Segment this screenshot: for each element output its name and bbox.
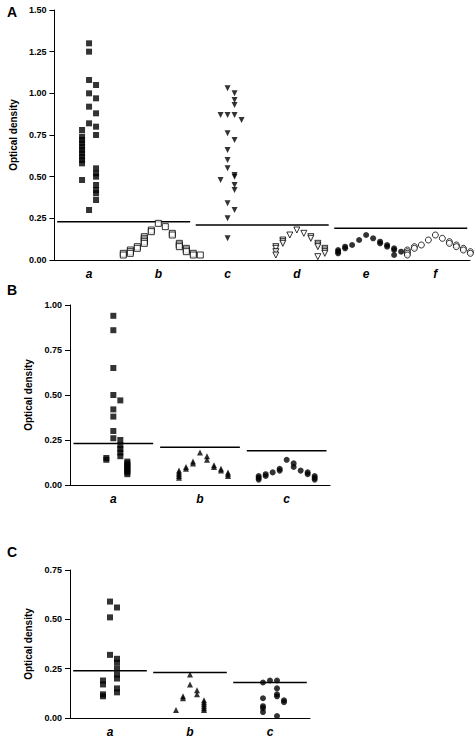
svg-text:C: C xyxy=(7,544,17,560)
svg-text:a: a xyxy=(110,492,117,506)
svg-text:a: a xyxy=(107,725,114,739)
svg-text:0.25: 0.25 xyxy=(44,435,62,445)
svg-text:0.50: 0.50 xyxy=(29,172,47,182)
svg-text:1.50: 1.50 xyxy=(29,5,47,15)
svg-text:1.25: 1.25 xyxy=(29,47,47,57)
svg-text:0.75: 0.75 xyxy=(44,345,62,355)
svg-text:b: b xyxy=(196,492,203,506)
svg-text:c: c xyxy=(224,267,231,281)
svg-text:0.75: 0.75 xyxy=(29,130,47,140)
svg-text:0.00: 0.00 xyxy=(44,480,62,490)
svg-text:Optical density: Optical density xyxy=(8,99,19,171)
svg-text:0.00: 0.00 xyxy=(44,713,62,723)
svg-text:f: f xyxy=(433,267,438,281)
svg-text:a: a xyxy=(86,267,93,281)
svg-text:0.25: 0.25 xyxy=(44,664,62,674)
svg-text:0.50: 0.50 xyxy=(44,614,62,624)
svg-text:c: c xyxy=(267,725,274,739)
svg-text:b: b xyxy=(186,725,193,739)
svg-text:0.25: 0.25 xyxy=(29,213,47,223)
svg-text:0.50: 0.50 xyxy=(44,390,62,400)
svg-text:Optical density: Optical density xyxy=(23,359,34,431)
svg-text:A: A xyxy=(7,4,17,20)
svg-text:0.00: 0.00 xyxy=(29,255,47,265)
svg-text:b: b xyxy=(155,267,162,281)
svg-text:B: B xyxy=(7,282,17,298)
svg-text:1.00: 1.00 xyxy=(29,88,47,98)
svg-text:0.75: 0.75 xyxy=(44,565,62,575)
svg-text:e: e xyxy=(363,267,370,281)
svg-text:Optical density: Optical density xyxy=(23,608,34,680)
svg-text:c: c xyxy=(283,492,290,506)
svg-text:d: d xyxy=(293,267,301,281)
svg-text:1.00: 1.00 xyxy=(44,300,62,310)
